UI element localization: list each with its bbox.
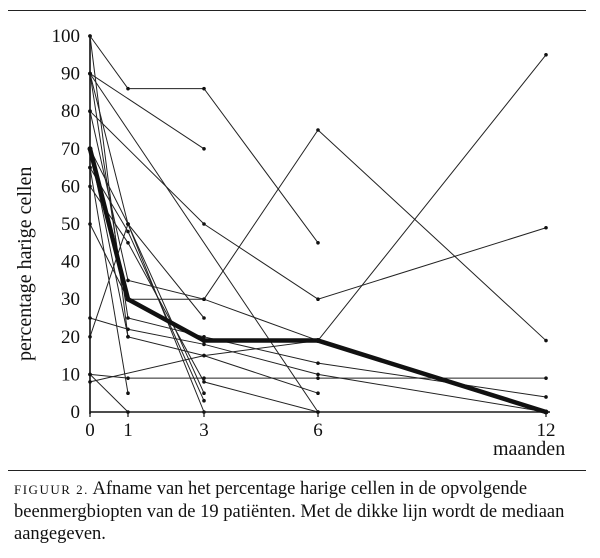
series-line <box>89 186 319 413</box>
data-point <box>126 222 130 226</box>
data-point <box>88 316 92 320</box>
x-axis-label: maanden <box>493 438 566 460</box>
series-line <box>89 110 547 300</box>
data-point <box>202 342 206 347</box>
top-rule <box>8 10 586 11</box>
y-tick-label: 80 <box>61 101 80 122</box>
data-point <box>202 380 206 384</box>
caption-rule <box>8 470 586 471</box>
data-point <box>544 376 548 380</box>
figure-caption: FIGUUR 2. Afname van het percentage hari… <box>14 478 584 545</box>
median-point <box>87 146 93 152</box>
data-point <box>88 71 92 76</box>
data-point <box>316 297 320 302</box>
median-layer <box>87 146 549 415</box>
data-point <box>316 376 320 380</box>
data-point <box>126 241 130 245</box>
tick-layer: 0 10 20 30 40 50 60 70 80 90 100 0 1 3 6 12 <box>52 26 556 441</box>
y-tick-label: 40 <box>61 252 80 273</box>
y-tick-label: 60 <box>61 176 80 197</box>
data-point <box>202 297 206 302</box>
median-point <box>125 296 131 302</box>
data-point <box>126 316 130 320</box>
y-tick-label: 100 <box>52 26 81 47</box>
caption-text: Afname van het percentage harige cellen … <box>14 479 565 544</box>
median-line <box>87 148 547 415</box>
data-point <box>316 391 320 396</box>
y-tick-label: 30 <box>61 289 80 310</box>
x-tick-label: 1 <box>123 420 133 441</box>
data-point <box>202 353 206 358</box>
data-point <box>88 184 92 189</box>
series-line <box>89 167 205 401</box>
data-point <box>126 229 130 234</box>
series-line <box>89 73 319 413</box>
data-point <box>544 338 548 343</box>
y-tick-label: 0 <box>71 402 81 423</box>
median-point <box>201 338 207 344</box>
data-point <box>202 86 206 91</box>
data-point <box>126 376 130 380</box>
data-point <box>544 395 548 399</box>
y-axis-label: percentage harige cellen <box>14 166 36 361</box>
data-point <box>88 335 92 339</box>
data-point <box>88 165 92 170</box>
data-point <box>126 391 130 396</box>
series-line <box>89 73 205 150</box>
data-point <box>202 398 206 403</box>
data-point <box>126 335 130 339</box>
series-line <box>89 73 547 398</box>
data-point <box>126 86 130 91</box>
y-tick-label: 50 <box>61 214 80 235</box>
y-tick-label: 20 <box>61 327 80 348</box>
data-point <box>202 316 206 320</box>
y-tick-label: 10 <box>61 364 80 385</box>
data-point <box>202 222 206 226</box>
series-line <box>89 317 547 413</box>
data-point <box>126 278 130 283</box>
data-point <box>316 361 320 365</box>
data-point <box>544 53 548 57</box>
data-point <box>202 376 206 380</box>
axes <box>89 36 550 414</box>
y-tick-label: 70 <box>61 139 80 160</box>
data-point <box>202 391 206 396</box>
data-point <box>88 109 92 113</box>
data-point <box>202 147 206 151</box>
x-tick-label: 6 <box>313 420 323 441</box>
series-line <box>89 222 205 413</box>
caption-label: FIGUUR 2. <box>14 482 89 497</box>
x-tick-label: 3 <box>199 420 209 441</box>
data-point <box>88 380 92 384</box>
x-tick-label: 12 <box>537 420 556 441</box>
data-point <box>88 34 92 38</box>
y-tick-label: 90 <box>61 64 80 85</box>
data-point <box>316 241 320 245</box>
data-point <box>316 128 320 132</box>
data-point <box>88 372 92 377</box>
series-line <box>89 111 547 341</box>
median-point <box>315 338 321 344</box>
data-point <box>88 222 92 226</box>
chart: 0 10 20 30 40 50 60 70 80 90 100 0 1 3 6 12 <box>52 26 556 441</box>
series-layer <box>88 34 548 414</box>
data-point <box>544 225 548 230</box>
series-line <box>89 35 319 244</box>
data-point <box>316 372 320 377</box>
x-tick-label: 0 <box>85 420 95 441</box>
series-line <box>89 54 547 383</box>
